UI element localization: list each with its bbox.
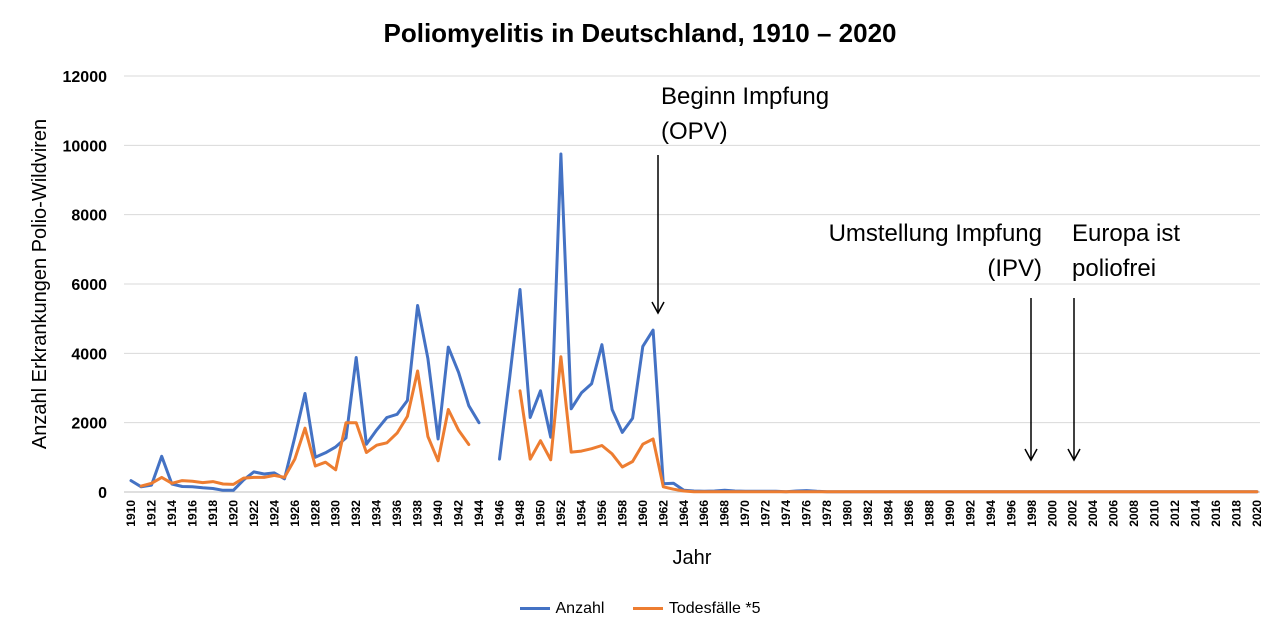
x-tick-label: 1972 xyxy=(759,500,773,527)
legend-item-todesfaelle: Todesfälle *5 xyxy=(632,599,761,618)
annotation-arrow-head xyxy=(651,301,665,315)
y-tick-label: 0 xyxy=(98,485,107,502)
x-tick-label: 1924 xyxy=(267,500,281,527)
x-tick-label: 2004 xyxy=(1086,500,1100,527)
x-tick-label: 1914 xyxy=(165,500,179,527)
x-tick-labels: 1910 1912 1914 1916 1918 1920 1922 1924 1926 1928… xyxy=(124,500,1264,527)
y-tick-label: 4000 xyxy=(71,346,107,363)
legend-swatch-todesfaelle xyxy=(632,607,663,610)
y-tick-label: 8000 xyxy=(71,208,107,225)
x-tick-label: 1990 xyxy=(943,500,957,527)
x-tick-label: 2012 xyxy=(1168,500,1182,527)
legend: Anzahl Todesfälle *5 xyxy=(0,597,1280,618)
y-tick-labels: 0 2000 4000 6000 8000 10000 12000 xyxy=(63,69,108,502)
x-tick-label: 1942 xyxy=(452,500,466,527)
y-tick-label: 12000 xyxy=(63,69,108,86)
x-tick-label: 1936 xyxy=(390,500,404,527)
annotation-text: (IPV) xyxy=(987,255,1042,282)
x-tick-label: 1916 xyxy=(185,500,199,527)
x-tick-label: 1932 xyxy=(349,500,363,527)
x-tick-label: 1958 xyxy=(615,500,629,527)
y-tick-label: 6000 xyxy=(71,277,107,294)
legend-swatch-anzahl xyxy=(519,607,550,610)
x-tick-label: 2000 xyxy=(1045,500,1059,527)
x-tick-label: 1988 xyxy=(922,500,936,527)
annotation-arrow-head xyxy=(1024,448,1038,462)
x-tick-label: 1912 xyxy=(144,500,158,527)
x-tick-label: 2016 xyxy=(1209,500,1223,527)
x-tick-label: 1964 xyxy=(677,500,691,527)
legend-label-todesfaelle: Todesfälle *5 xyxy=(668,599,761,617)
annotation-text: poliofrei xyxy=(1072,255,1156,282)
annotation-text: Europa ist xyxy=(1072,220,1180,247)
x-axis-label: Jahr xyxy=(673,547,712,569)
x-tick-label: 1998 xyxy=(1025,500,1039,527)
x-tick-label: 1948 xyxy=(513,500,527,527)
x-tick-label: 2020 xyxy=(1250,500,1264,527)
x-tick-label: 2008 xyxy=(1127,500,1141,527)
annotation-text: (OPV) xyxy=(661,118,728,145)
chart-title: Poliomyelitis in Deutschland, 1910 – 202… xyxy=(383,18,897,48)
x-tick-label: 1928 xyxy=(308,500,322,527)
x-tick-label: 1994 xyxy=(984,500,998,527)
x-tick-label: 1920 xyxy=(226,500,240,527)
x-tick-label: 2006 xyxy=(1107,500,1121,527)
x-tick-label: 1930 xyxy=(329,500,343,527)
y-tick-label: 2000 xyxy=(71,416,107,433)
x-tick-label: 1946 xyxy=(493,500,507,527)
x-tick-label: 1966 xyxy=(697,500,711,527)
x-tick-label: 1956 xyxy=(595,500,609,527)
x-tick-label: 1922 xyxy=(247,500,261,527)
x-tick-label: 1974 xyxy=(779,500,793,527)
legend-item-anzahl: Anzahl xyxy=(519,599,605,618)
series-line-1 xyxy=(139,355,1259,494)
x-tick-label: 2014 xyxy=(1189,500,1203,527)
x-tick-label: 1952 xyxy=(554,500,568,527)
x-tick-label: 1986 xyxy=(902,500,916,527)
x-tick-label: 1938 xyxy=(411,500,425,527)
annotation-arrow-head xyxy=(1067,448,1081,462)
x-tick-label: 1918 xyxy=(206,500,220,527)
x-tick-label: 2010 xyxy=(1148,500,1162,527)
y-tick-label: 10000 xyxy=(63,138,108,155)
x-tick-label: 1910 xyxy=(124,500,138,527)
x-tick-label: 1982 xyxy=(861,500,875,527)
annotation-text: Umstellung Impfung xyxy=(829,220,1042,247)
series-lines xyxy=(129,152,1259,494)
x-tick-label: 1970 xyxy=(738,500,752,527)
x-tick-label: 2002 xyxy=(1066,500,1080,527)
gridlines xyxy=(124,75,1260,493)
x-tick-label: 1926 xyxy=(288,500,302,527)
x-tick-label: 1934 xyxy=(370,500,384,527)
x-tick-label: 1950 xyxy=(533,500,547,527)
legend-label-anzahl: Anzahl xyxy=(555,599,605,617)
x-tick-label: 1980 xyxy=(841,500,855,527)
x-tick-label: 1940 xyxy=(431,500,445,527)
x-tick-label: 1944 xyxy=(472,500,486,527)
annotation-text: Beginn Impfung xyxy=(661,83,829,110)
x-tick-label: 2018 xyxy=(1230,500,1244,527)
x-tick-label: 1992 xyxy=(963,500,977,527)
x-tick-label: 1976 xyxy=(800,500,814,527)
x-tick-label: 1978 xyxy=(820,500,834,527)
x-tick-label: 1968 xyxy=(718,500,732,527)
x-tick-label: 1960 xyxy=(636,500,650,527)
x-tick-label: 1996 xyxy=(1004,500,1018,527)
x-tick-label: 1962 xyxy=(656,500,670,527)
x-tick-label: 1984 xyxy=(881,500,895,527)
y-axis-label: Anzahl Erkrankungen Polio-Wildviren xyxy=(29,119,51,449)
annotations: Beginn Impfung (OPV) Umstellung Impfung (IP… xyxy=(651,83,1180,462)
x-tick-label: 1954 xyxy=(574,500,588,527)
